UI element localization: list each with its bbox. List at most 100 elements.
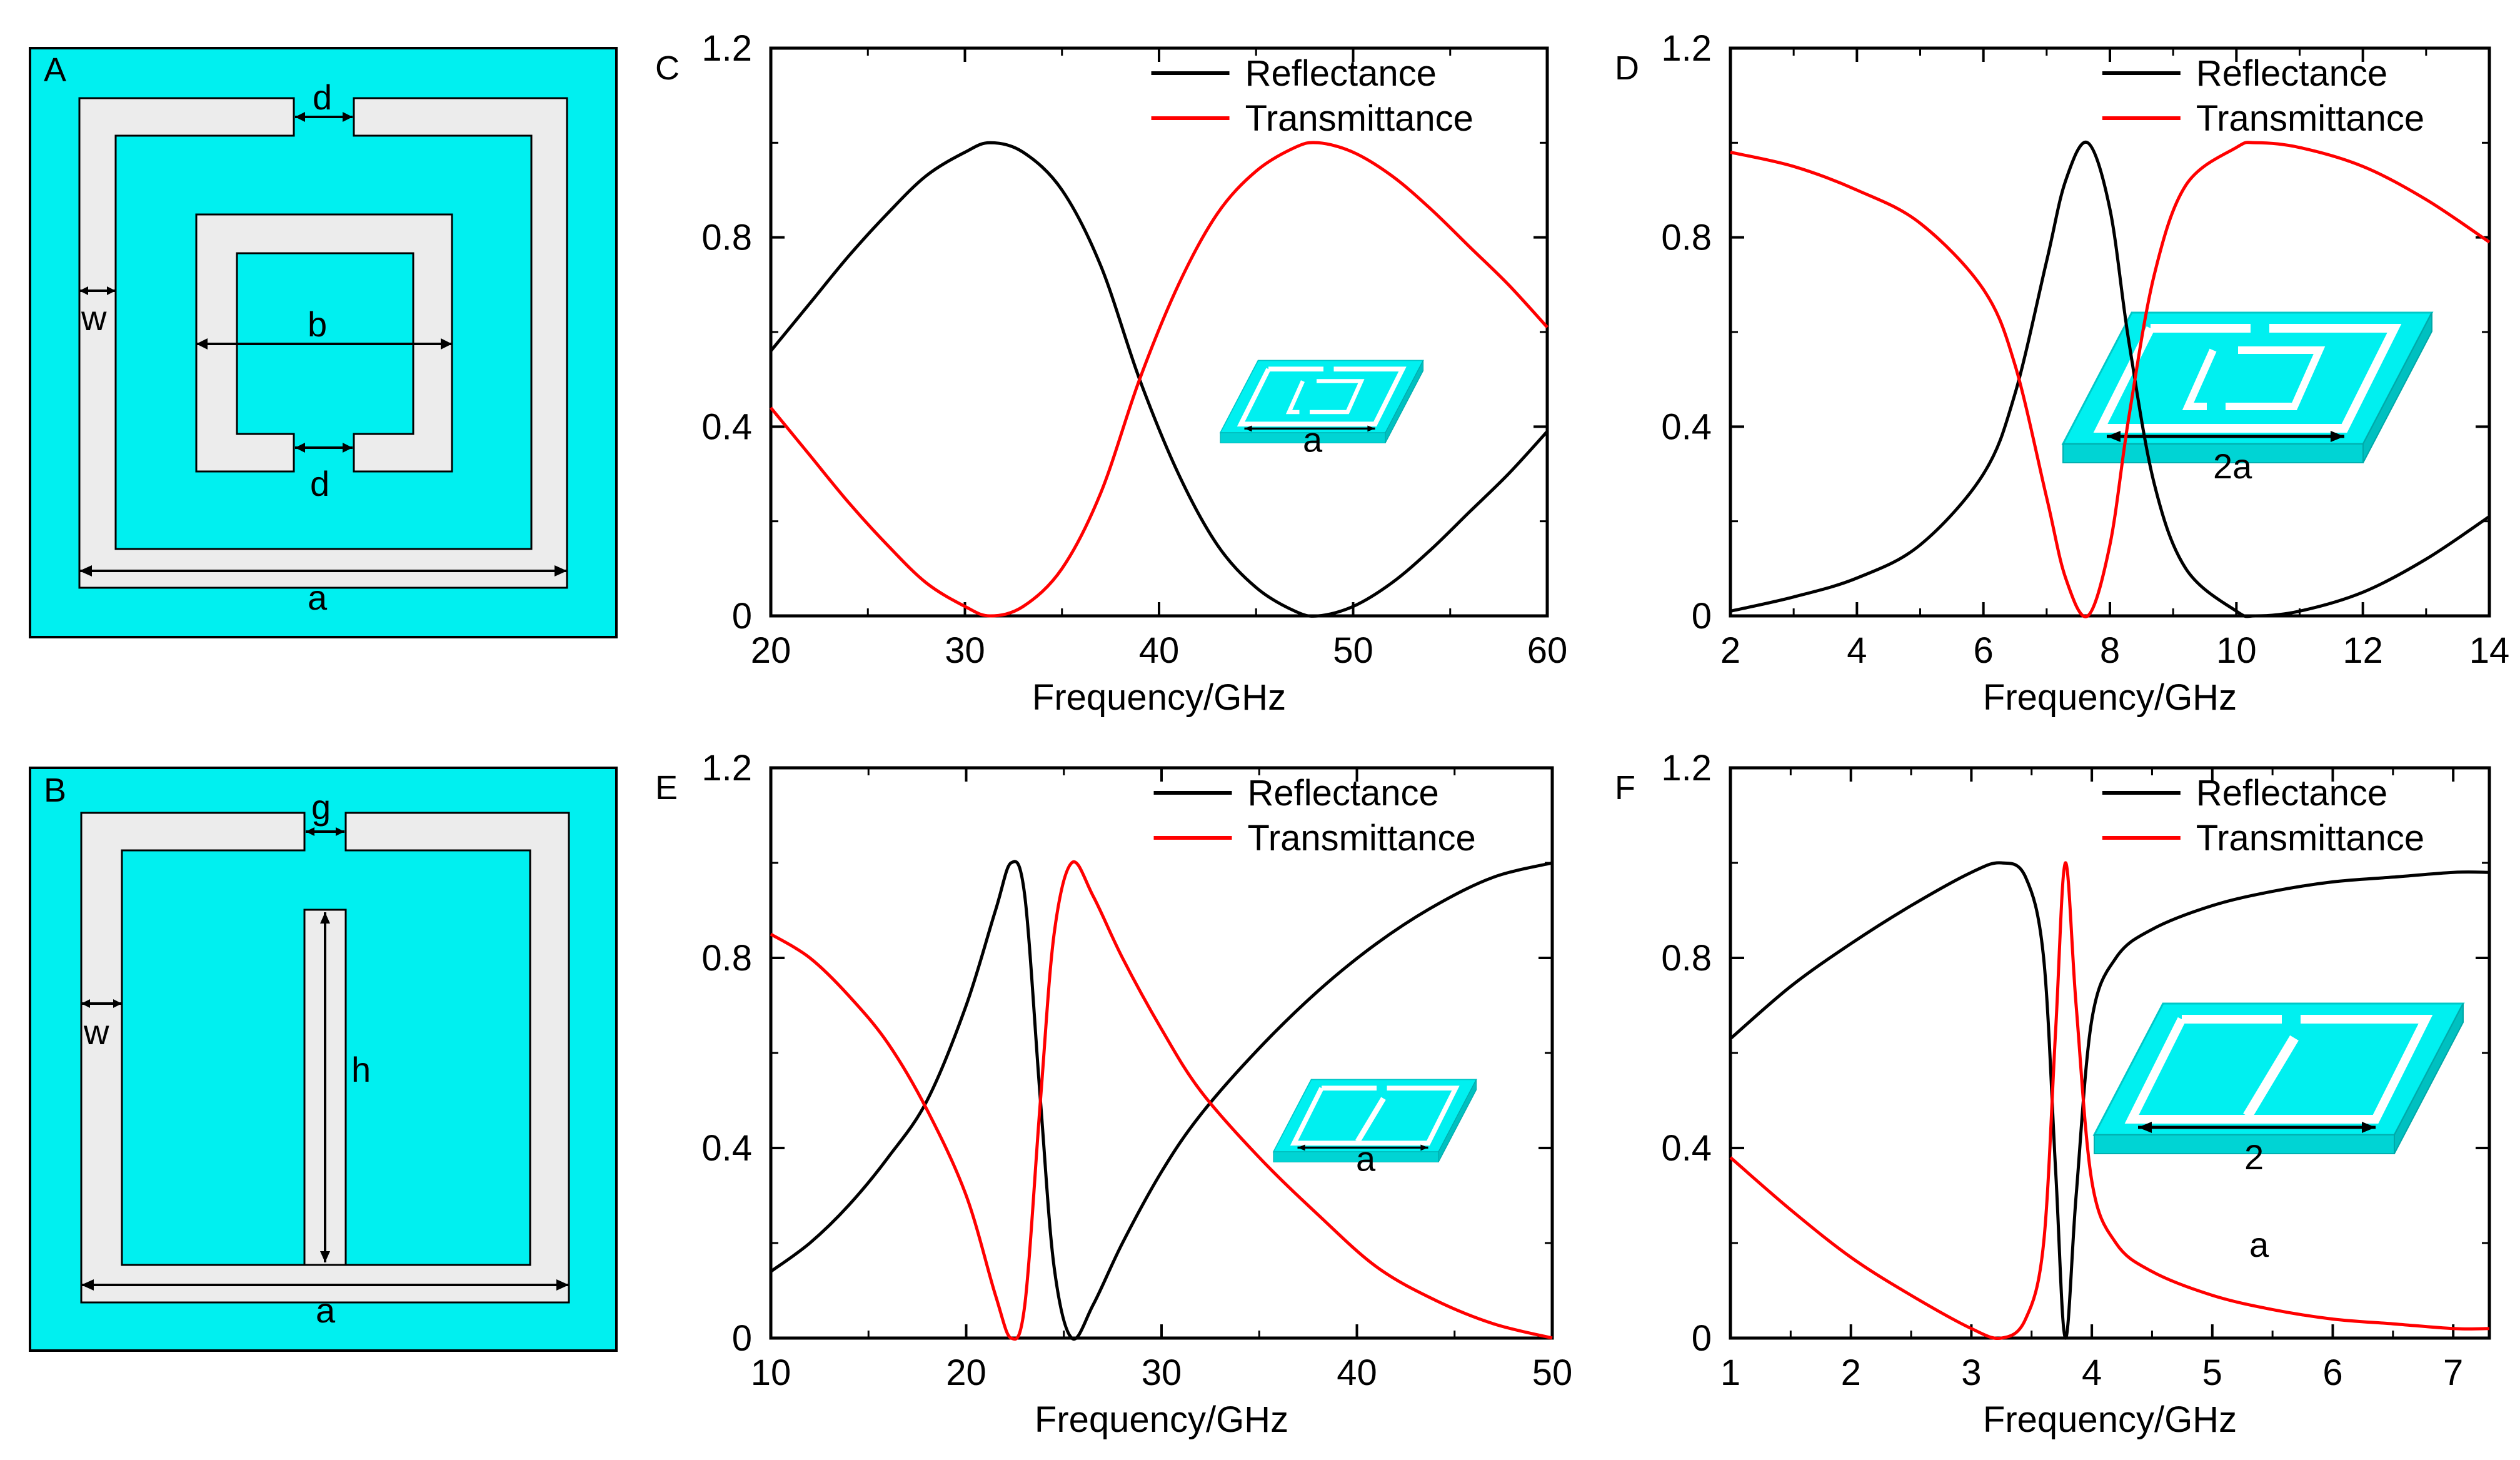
x-tick-label: 2: [1841, 1352, 1861, 1393]
inset-bar: [1355, 1097, 1386, 1143]
panel-b-outer-ring: [80, 812, 570, 1304]
panel-e-inset: a: [1272, 1079, 1477, 1178]
series-reflectance: [770, 141, 1549, 618]
x-tick-label: 7: [2443, 1352, 2463, 1393]
y-tick-label: 0: [732, 1318, 752, 1359]
legend-label-reflectance: Reflectance: [2196, 773, 2387, 813]
x-tick-label: 3: [1961, 1352, 1981, 1393]
inset-bar: [2243, 1035, 2299, 1119]
x-tick-label: 6: [1974, 630, 1994, 671]
panel-a-d-bottom-label: d: [310, 464, 329, 503]
chart-d: D 2 4 6 8 10 12 14 0 0.4 0.8 1.2 Frequency/GHz 2a Refl…: [1615, 28, 2509, 718]
panel-f-label: F: [1615, 769, 1635, 807]
inset-label: a: [1356, 1139, 1376, 1178]
chart-e: E 10 20 30 40 50 0 0.4 0.8 1.2 Frequency/GHz a Refle…: [655, 748, 1572, 1440]
x-tick-label: 2: [1720, 630, 1740, 671]
y-tick-label: 0.8: [1661, 938, 1712, 979]
legend-label-reflectance: Reflectance: [1248, 773, 1439, 813]
chart-c: C 20 30 40 50 60 0 0.4 0.8 1.2 Frequency/GHz a Refle…: [655, 28, 1567, 718]
x-tick-label: 10: [2216, 630, 2257, 671]
chart-panels: C20 30 40 50 6000.40.81.2Frequency/GHzaRefle…: [655, 28, 2509, 1440]
legend-label-transmittance: Transmittance: [2196, 98, 2424, 139]
panel-a-inner-ring: [195, 213, 453, 473]
series-reflectance: [1730, 140, 2491, 618]
x-tick-label: 20: [946, 1352, 986, 1393]
y-tick-label: 0: [1692, 596, 1712, 637]
y-tick-label: 1.2: [701, 748, 752, 788]
x-tick-label: 4: [2082, 1352, 2102, 1393]
x-tick-label: 40: [1337, 1352, 1377, 1393]
inset-label: 2a: [2213, 446, 2252, 486]
x-tick-label: 30: [1142, 1352, 1182, 1393]
x-axis-label: Frequency/GHz: [1983, 1399, 2237, 1440]
y-tick-label: 0.8: [701, 218, 752, 258]
x-tick-label: 30: [945, 630, 985, 671]
inset-label: 2: [2244, 1137, 2264, 1177]
panel-c-inset: a: [1219, 360, 1424, 459]
y-tick-label: 0.4: [701, 406, 752, 447]
y-tick-label: 0: [1692, 1318, 1712, 1359]
panel-b-h-label: h: [351, 1050, 371, 1089]
y-tick-label: 1.2: [701, 28, 752, 69]
x-tick-label: 60: [1527, 630, 1568, 671]
panel-e-label: E: [655, 769, 678, 807]
panel-d-inset: 2a: [2061, 311, 2434, 486]
x-tick-label: 5: [2202, 1352, 2222, 1393]
panel-b-w-label: w: [83, 1012, 109, 1052]
legend-label-transmittance: Transmittance: [1245, 98, 1473, 139]
panel-b-structure: B g w h a: [29, 767, 618, 1352]
x-axis-label: Frequency/GHz: [1035, 1399, 1288, 1440]
inset-label: a: [1303, 420, 1323, 459]
series-transmittance: [1729, 861, 2490, 1341]
x-tick-label: 40: [1139, 630, 1180, 671]
x-tick-label: 20: [751, 630, 791, 671]
x-axis-label: Frequency/GHz: [1032, 677, 1286, 718]
inset-inner-ring: [1285, 379, 1365, 415]
inset-inner-ring: [2182, 346, 2326, 410]
panel-a-outer-ring: [78, 97, 568, 589]
inset-slab-edge: [1385, 360, 1424, 443]
series-transmittance: [770, 860, 1553, 1341]
y-tick-label: 1.2: [1661, 28, 1712, 69]
panel-c-label: C: [655, 49, 680, 87]
series-transmittance: [770, 141, 1549, 618]
panel-b-a-label: a: [316, 1291, 336, 1330]
panel-b-label: B: [44, 772, 66, 809]
y-tick-label: 1.2: [1661, 748, 1712, 788]
legend-label-transmittance: Transmittance: [1248, 818, 1476, 858]
inset-slab-edge: [2394, 1003, 2464, 1154]
x-tick-label: 1: [1720, 1352, 1740, 1393]
panel-d-label: D: [1615, 49, 1639, 87]
panel-a-d-top-label: d: [313, 78, 332, 117]
legend-label-reflectance: Reflectance: [1245, 53, 1437, 94]
x-tick-label: 8: [2100, 630, 2120, 671]
y-tick-label: 0: [732, 596, 752, 637]
inset-ring: [2093, 324, 2402, 433]
y-tick-label: 0.8: [1661, 218, 1712, 258]
x-tick-label: 50: [1333, 630, 1373, 671]
x-tick-label: 6: [2322, 1352, 2342, 1393]
y-tick-label: 0.4: [701, 1128, 752, 1169]
inset-sublabel: a: [2249, 1225, 2269, 1264]
y-tick-label: 0.4: [1661, 1128, 1712, 1169]
y-tick-label: 0.4: [1661, 406, 1712, 447]
panel-b-g-label: g: [311, 787, 331, 827]
x-tick-label: 10: [751, 1352, 791, 1393]
series-reflectance: [770, 860, 1553, 1341]
panel-a-label: A: [44, 51, 66, 89]
series-transmittance: [1730, 141, 2491, 618]
y-tick-label: 0.8: [701, 938, 752, 979]
legend-label-reflectance: Reflectance: [2196, 53, 2387, 94]
x-tick-label: 50: [1532, 1352, 1573, 1393]
panel-a-w-label: w: [81, 298, 107, 338]
panel-f-inset: 2: [2092, 1002, 2465, 1177]
panel-a-b-label: b: [308, 305, 327, 344]
inset-ring: [2124, 1015, 2433, 1124]
x-tick-label: 12: [2342, 630, 2383, 671]
inset-ring: [1237, 366, 1407, 427]
series-reflectance: [1729, 861, 2490, 1340]
x-axis-label: Frequency/GHz: [1983, 677, 2237, 718]
panel-a-a-label: a: [308, 578, 328, 617]
x-tick-label: 4: [1847, 630, 1867, 671]
